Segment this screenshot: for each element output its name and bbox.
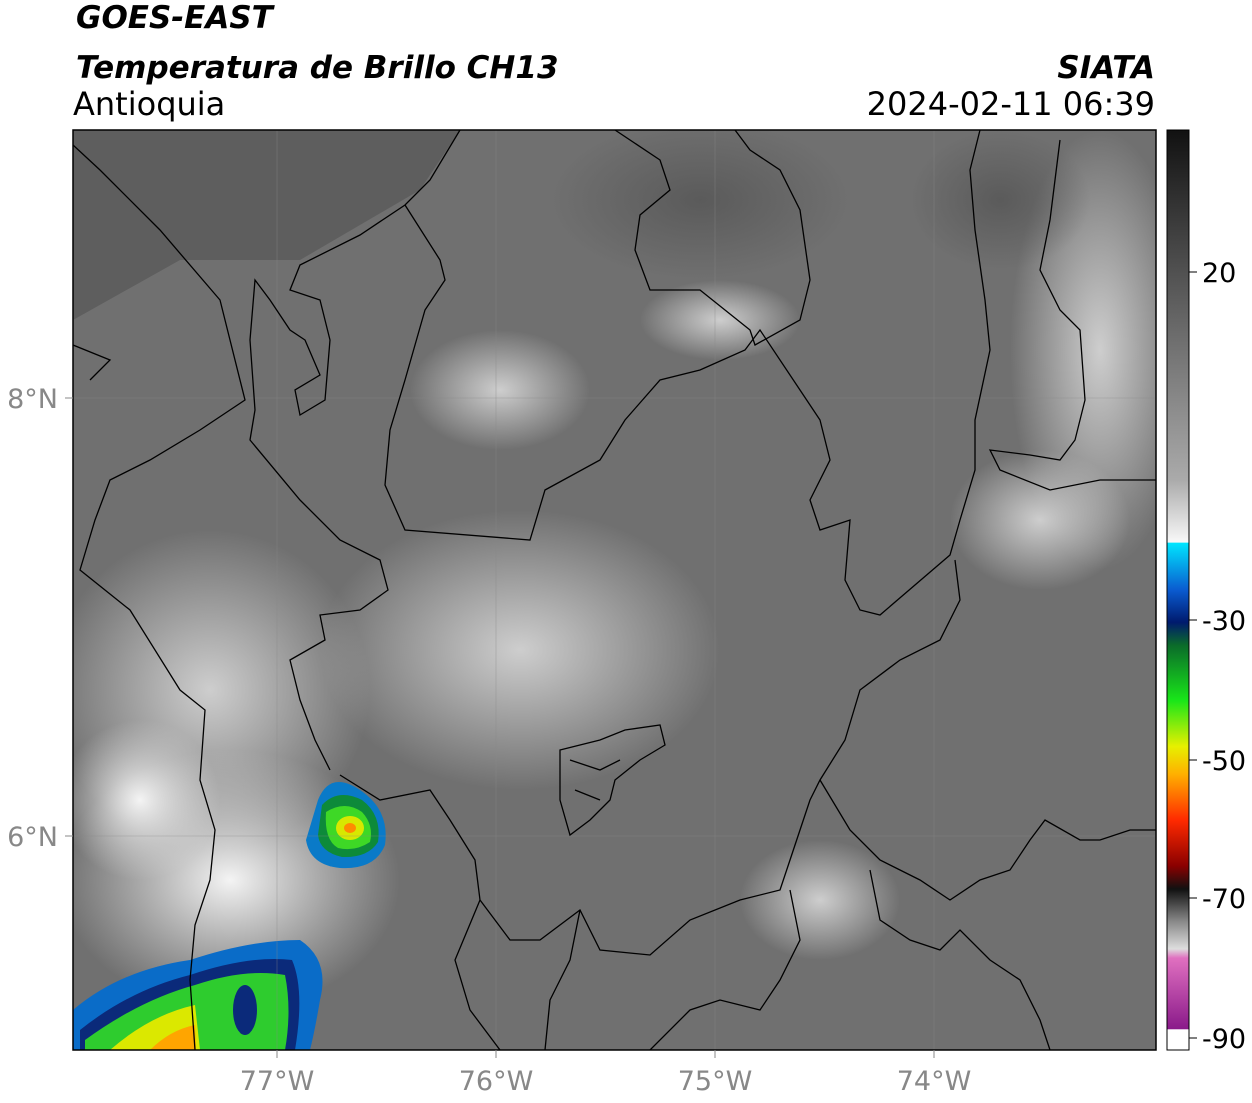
- cloud: [320, 510, 720, 790]
- coastline: [73, 344, 112, 381]
- lon-label: 76°W: [459, 1066, 534, 1097]
- department-border: [869, 869, 1051, 1050]
- department-border: [339, 559, 961, 956]
- subtitle: Temperatura de Brillo CH13: [76, 50, 559, 86]
- lon-label: 75°W: [678, 1066, 753, 1097]
- department-border: [454, 899, 501, 1050]
- storm-core: [150, 1025, 196, 1050]
- colorbar-ticks: 20 -30 -50 -70 -90: [1189, 258, 1246, 1055]
- map-frame: [72, 129, 1157, 1051]
- department-border: [819, 779, 1156, 901]
- department-border: [988, 139, 1156, 491]
- colorbar-label: 20: [1202, 258, 1236, 289]
- municipality-border: [559, 724, 666, 837]
- coastline: [249, 130, 461, 771]
- cloud: [410, 330, 590, 450]
- storm-cell: [233, 985, 257, 1035]
- colorbar-label: -70: [1202, 884, 1246, 915]
- cloud: [950, 450, 1130, 590]
- lat-label: 8°N: [7, 384, 58, 415]
- lon-label: 74°W: [897, 1066, 972, 1097]
- colorbar-label: -50: [1202, 746, 1246, 777]
- department-border: [544, 909, 581, 1050]
- department-border: [614, 130, 811, 346]
- datetime: 2024-02-11 06:39: [867, 85, 1155, 123]
- cloud: [640, 280, 800, 360]
- lat-label: 6°N: [7, 822, 58, 853]
- source: SIATA: [1057, 50, 1155, 86]
- colorbar-label: -30: [1202, 606, 1246, 637]
- title: GOES-EAST: [76, 0, 276, 36]
- cloud: [740, 840, 900, 960]
- department-border: [649, 889, 801, 1050]
- department-border: [384, 130, 991, 616]
- colorbar-label: -90: [1202, 1024, 1246, 1055]
- satellite-image: [73, 130, 1156, 1050]
- cloud-free: [550, 130, 850, 280]
- sea-region: [73, 130, 460, 320]
- lon-label: 77°W: [240, 1066, 315, 1097]
- storm-core: [344, 823, 356, 833]
- colorbar: [1166, 129, 1190, 1051]
- region: Antioquia: [73, 85, 225, 123]
- coastline: [73, 144, 246, 1050]
- cloud: [73, 720, 220, 880]
- cloud-free: [910, 130, 1090, 270]
